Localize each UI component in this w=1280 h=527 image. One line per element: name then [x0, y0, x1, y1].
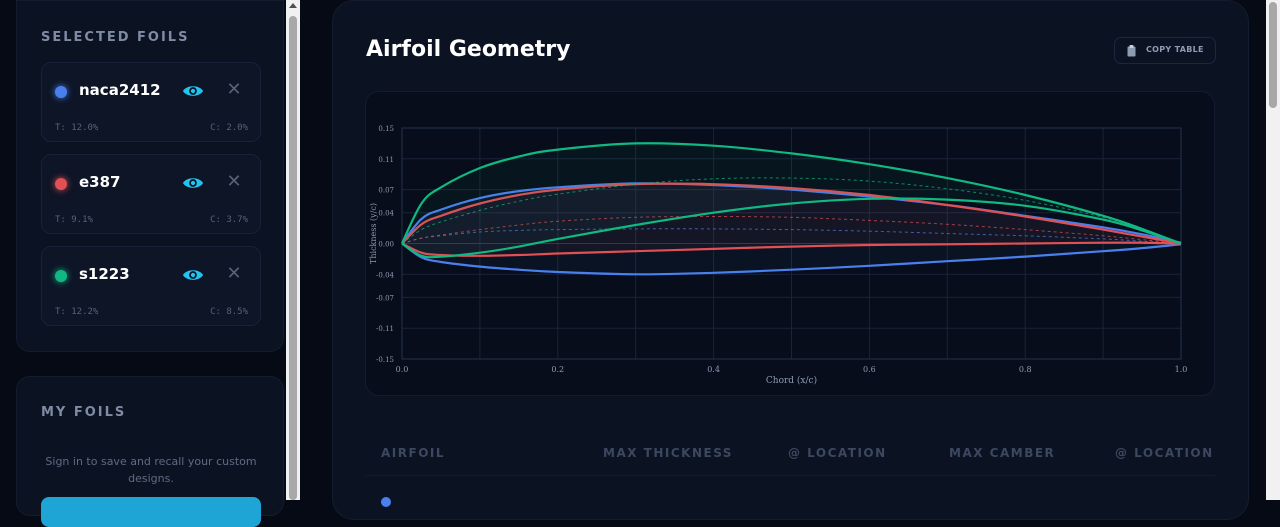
airfoil-fill-s1223 [402, 143, 1181, 258]
foil-item-e387[interactable]: e387 ✕ T: 9.1% C: 3.7% [41, 154, 261, 234]
foil-item-s1223[interactable]: s1223 ✕ T: 12.2% C: 8.5% [41, 246, 261, 326]
foil-color-dot [55, 270, 67, 282]
sidebar: SELECTED FOILS naca2412 ✕ T: 12.0% C: 2.… [0, 0, 300, 527]
foil-name: naca2412 [79, 81, 161, 99]
y-tick-label: -0.11 [376, 325, 394, 333]
foil-item-naca2412[interactable]: naca2412 ✕ T: 12.0% C: 2.0% [41, 62, 261, 142]
scroll-up-arrow-icon[interactable] [289, 3, 297, 8]
copy-table-label: COPY TABLE [1146, 45, 1204, 54]
y-tick-label: 0.07 [378, 187, 394, 195]
my-foils-title: MY FOILS [41, 405, 127, 420]
signin-button[interactable] [41, 497, 261, 527]
clipboard-icon [1127, 45, 1136, 57]
foil-thickness: T: 9.1% [55, 215, 93, 225]
close-icon[interactable]: ✕ [226, 263, 242, 284]
column-max-camber: MAX CAMBER [949, 446, 1056, 460]
lower-surface-s1223 [401, 197, 1182, 259]
y-tick-label: 0.11 [378, 156, 394, 164]
lower-surface-naca2412 [401, 242, 1182, 276]
camber-line-naca2412 [401, 228, 1182, 244]
x-tick-label: 0.8 [1019, 365, 1032, 374]
x-tick-label: 0.0 [396, 365, 409, 374]
airfoil-geometry-panel: Airfoil Geometry COPY TABLE 0.0 0.2 0.4 0.6… [332, 0, 1249, 520]
airfoil-chart-svg: 0.0 0.2 0.4 0.6 0.8 1.0 0.15 0.11 0.07 0.04 0.00 -0… [369, 125, 1188, 386]
x-tick-label: 1.0 [1175, 365, 1188, 374]
y-axis-label: Thickness (y/c) [369, 203, 378, 264]
foil-color-dot [55, 86, 67, 98]
column-camber-location: @ LOCATION [1115, 446, 1214, 460]
airfoil-fill-e387 [402, 183, 1181, 256]
column-airfoil: AIRFOIL [381, 446, 446, 460]
sidebar-scrollbar[interactable] [286, 0, 300, 500]
y-tick-label: -0.04 [376, 271, 394, 279]
page-scrollbar[interactable] [1266, 0, 1280, 500]
y-tick-label: 0.00 [378, 241, 394, 249]
camber-line-e387 [401, 216, 1182, 244]
foil-color-dot [55, 178, 67, 190]
close-icon[interactable]: ✕ [226, 79, 242, 100]
eye-icon[interactable] [182, 80, 204, 102]
copy-table-button[interactable]: COPY TABLE [1114, 37, 1216, 64]
column-thickness-location: @ LOCATION [788, 446, 887, 460]
x-axis-label: Chord (x/c) [766, 375, 817, 386]
page-title: Airfoil Geometry [366, 37, 571, 62]
selected-foils-card: SELECTED FOILS naca2412 ✕ T: 12.0% C: 2.… [16, 0, 284, 352]
foil-camber: C: 8.5% [210, 307, 248, 317]
signin-text: Sign in to save and recall your custom d… [45, 455, 257, 485]
camber-line-s1223 [401, 177, 1182, 244]
foil-camber: C: 2.0% [210, 123, 248, 133]
selected-foils-title: SELECTED FOILS [41, 30, 190, 45]
my-foils-card: MY FOILS Sign in to save and recall your… [16, 376, 284, 527]
close-icon[interactable]: ✕ [226, 171, 242, 192]
eye-icon[interactable] [182, 172, 204, 194]
y-tick-label: 0.15 [378, 125, 394, 133]
upper-surface-s1223 [401, 142, 1182, 245]
x-tick-label: 0.4 [707, 365, 720, 374]
scrollbar-thumb[interactable] [1269, 2, 1277, 108]
foil-camber: C: 3.7% [210, 215, 248, 225]
table-row [381, 491, 1211, 507]
column-max-thickness: MAX THICKNESS [603, 446, 733, 460]
x-tick-label: 0.6 [863, 365, 876, 374]
airfoil-chart: 0.0 0.2 0.4 0.6 0.8 1.0 0.15 0.11 0.07 0.04 0.00 -0… [365, 91, 1215, 396]
row-color-dot [381, 497, 391, 507]
upper-surface-e387 [401, 182, 1182, 245]
foil-name: s1223 [79, 265, 130, 283]
table-divider [365, 475, 1215, 476]
y-tick-label: -0.15 [376, 356, 394, 364]
y-tick-label: -0.07 [376, 294, 394, 302]
scrollbar-thumb[interactable] [289, 16, 297, 500]
y-tick-label: 0.04 [378, 210, 394, 218]
foil-thickness: T: 12.2% [55, 307, 99, 317]
foil-name: e387 [79, 173, 121, 191]
eye-icon[interactable] [182, 264, 204, 286]
table-header: AIRFOIL MAX THICKNESS @ LOCATION MAX CAM… [381, 446, 1214, 460]
foil-thickness: T: 12.0% [55, 123, 99, 133]
x-tick-label: 0.2 [551, 365, 564, 374]
